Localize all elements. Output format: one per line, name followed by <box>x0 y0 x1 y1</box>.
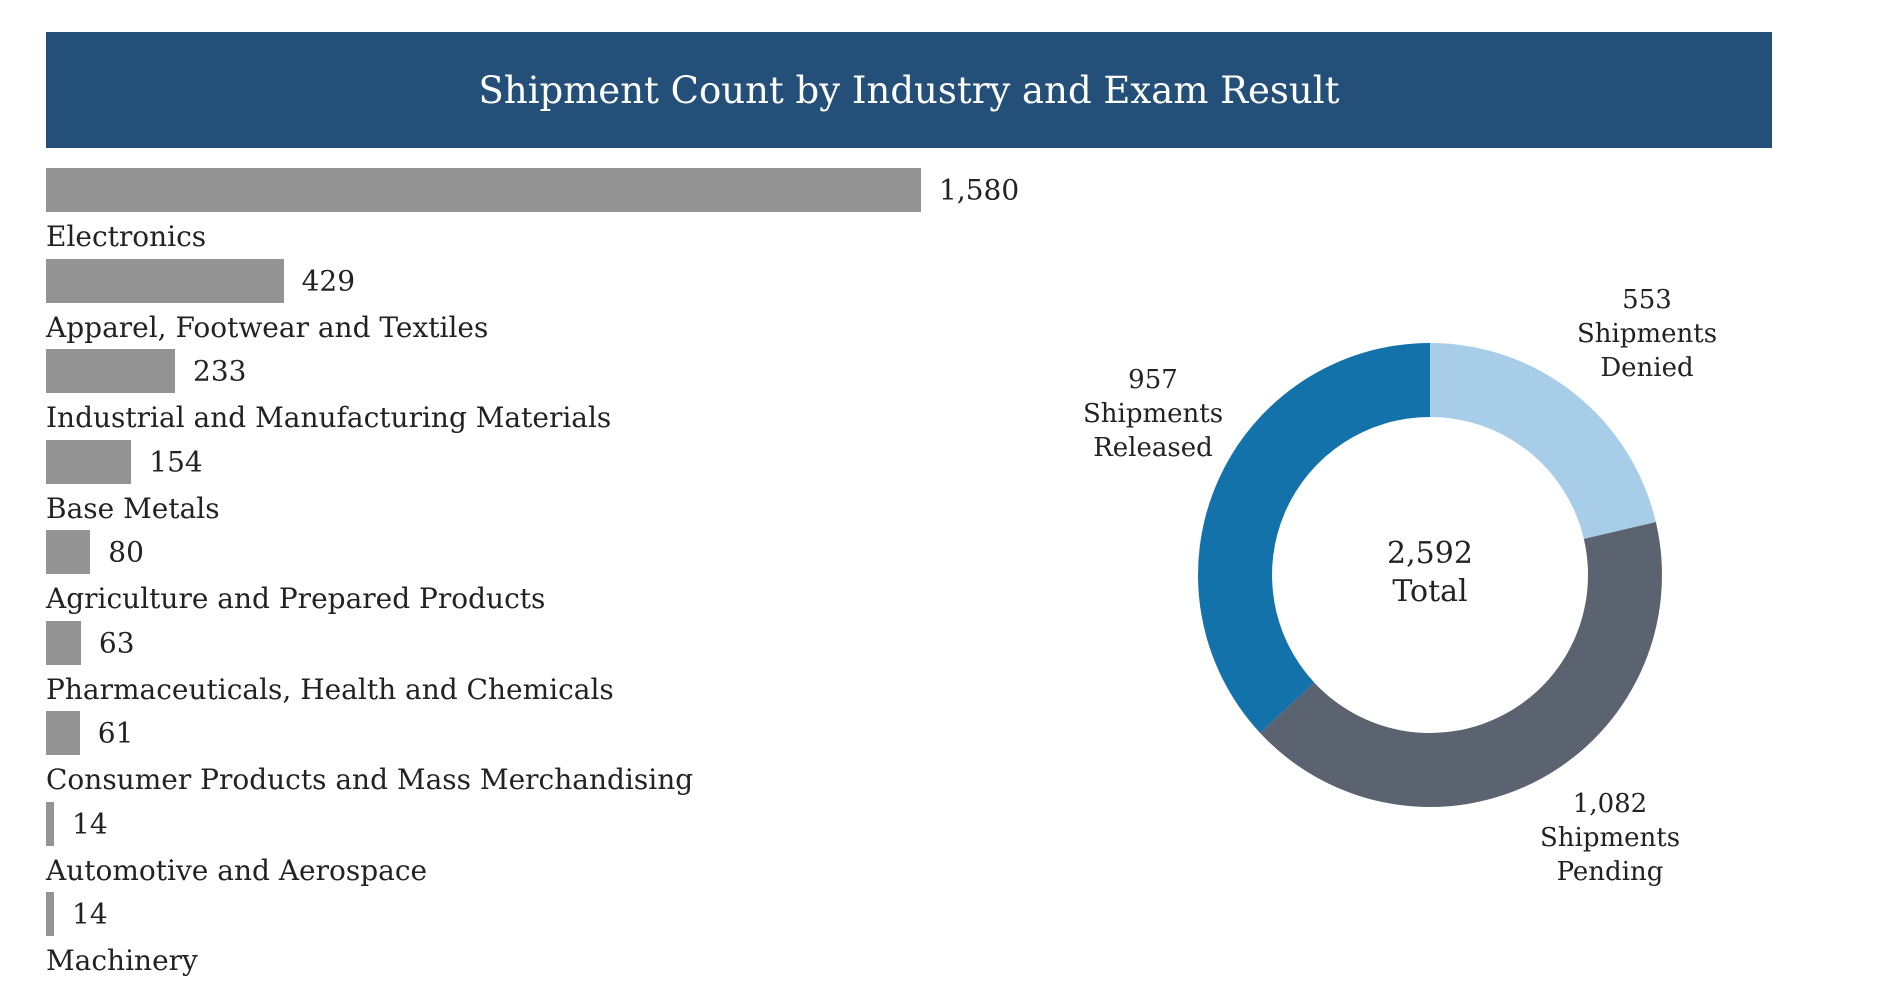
bar-row: 61 Consumer Products and Mass Merchandisi… <box>46 711 1046 799</box>
bar-category-label: Consumer Products and Mass Merchandising <box>46 763 694 796</box>
bar <box>46 439 132 484</box>
bar-row: 154 Base Metals <box>46 439 1046 528</box>
bar-category-label: Industrial and Manufacturing Materials <box>46 401 612 434</box>
donut-slice-label: 1,082 Shipments Pending <box>1540 789 1680 887</box>
bar-value-label: 1,580 <box>939 173 1020 207</box>
bar <box>46 711 80 755</box>
donut-slice-label: 553 Shipments Denied <box>1577 285 1717 383</box>
bar <box>46 168 921 212</box>
bar-category-label: Agriculture and Prepared Products <box>46 582 546 615</box>
bar-value-label: 61 <box>97 716 134 750</box>
bar-category-label: Automotive and Aerospace <box>46 853 428 887</box>
donut-center-label: 2,592 Total <box>1387 536 1473 609</box>
bar-row: 14 Machinery <box>46 892 1046 980</box>
exam-result-donut-chart: 553 Shipments Denied 1,082 Shipments Pending 9… <box>1083 285 1717 887</box>
bar-category-label: Pharmaceuticals, Health and Chemicals <box>46 672 614 706</box>
chart-title: Shipment Count by Industry and Exam Resu… <box>46 32 1772 148</box>
bar-row: 63 Pharmaceuticals, Health and Chemicals <box>46 620 1046 709</box>
bar <box>46 892 54 936</box>
donut-slice <box>1260 522 1662 807</box>
bar-value-label: 154 <box>149 445 203 478</box>
bar <box>46 620 81 665</box>
donut-slice <box>1430 343 1656 539</box>
bar-category-label: Apparel, Footwear and Textiles <box>46 310 489 344</box>
industry-bar-chart: 1,580 Electronics 429 Apparel, Footwear and… <box>46 168 1046 988</box>
bar-category-label: Machinery <box>46 944 198 977</box>
bar-value-label: 14 <box>72 807 108 840</box>
donut-slice-label: 957 Shipments Released <box>1083 365 1223 463</box>
bar-row: 233 Industrial and Manufacturing Material… <box>46 349 1046 437</box>
bar-value-label: 233 <box>193 354 247 388</box>
bar-value-label: 429 <box>301 264 356 297</box>
bar-value-label: 14 <box>72 897 108 931</box>
bar <box>46 258 284 303</box>
bar-category-label: Electronics <box>46 220 207 253</box>
bar <box>46 801 54 846</box>
bar <box>46 530 91 574</box>
bar-row: 80 Agriculture and Prepared Products <box>46 530 1046 618</box>
bar-category-label: Base Metals <box>46 491 220 525</box>
bar-value-label: 63 <box>98 626 135 659</box>
bar-row: 14 Automotive and Aerospace <box>46 801 1046 890</box>
donut-slice <box>1198 343 1430 733</box>
bar-row: 429 Apparel, Footwear and Textiles <box>46 258 1046 347</box>
bar-value-label: 80 <box>108 535 144 569</box>
bar-row: 1,580 Electronics <box>46 168 1046 256</box>
bar <box>46 349 176 393</box>
